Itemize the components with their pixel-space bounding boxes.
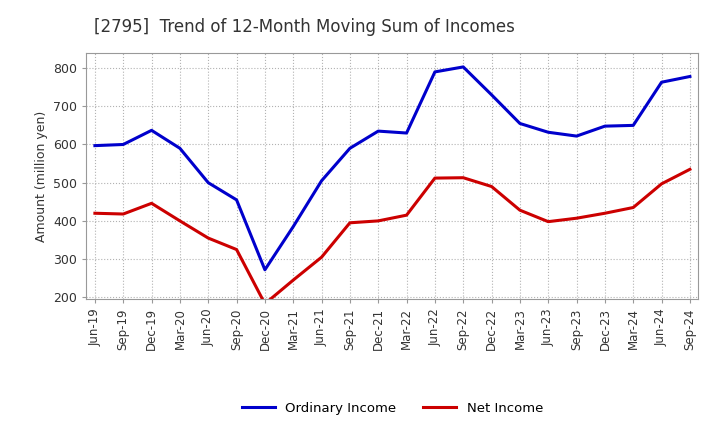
Net Income [487,184,496,189]
Net Income [600,211,609,216]
Net Income [544,219,552,224]
Ordinary Income [487,92,496,98]
Ordinary Income [572,133,581,139]
Net Income [204,235,212,241]
Net Income [685,167,694,172]
Net Income [516,208,524,213]
Ordinary Income [600,124,609,129]
Net Income [119,211,127,216]
Net Income [318,254,326,260]
Net Income [629,205,637,210]
Ordinary Income [318,178,326,183]
Line: Ordinary Income: Ordinary Income [95,67,690,270]
Ordinary Income [544,130,552,135]
Y-axis label: Amount (million yen): Amount (million yen) [35,110,48,242]
Line: Net Income: Net Income [95,169,690,304]
Ordinary Income [346,146,354,151]
Ordinary Income [431,69,439,74]
Net Income [657,181,666,187]
Ordinary Income [657,80,666,85]
Ordinary Income [261,267,269,272]
Legend: Ordinary Income, Net Income: Ordinary Income, Net Income [237,397,548,421]
Ordinary Income [459,64,467,70]
Net Income [148,201,156,206]
Ordinary Income [204,180,212,185]
Ordinary Income [516,121,524,126]
Ordinary Income [233,197,241,202]
Net Income [233,247,241,252]
Ordinary Income [176,146,184,151]
Net Income [261,301,269,306]
Net Income [346,220,354,225]
Ordinary Income [148,128,156,133]
Net Income [572,216,581,221]
Net Income [431,176,439,181]
Net Income [374,218,382,224]
Ordinary Income [91,143,99,148]
Ordinary Income [402,130,411,136]
Ordinary Income [685,74,694,79]
Net Income [459,175,467,180]
Net Income [289,278,297,283]
Net Income [402,213,411,218]
Ordinary Income [374,128,382,134]
Text: [2795]  Trend of 12-Month Moving Sum of Incomes: [2795] Trend of 12-Month Moving Sum of I… [94,18,515,36]
Ordinary Income [289,224,297,229]
Net Income [91,211,99,216]
Ordinary Income [119,142,127,147]
Net Income [176,218,184,224]
Ordinary Income [629,123,637,128]
